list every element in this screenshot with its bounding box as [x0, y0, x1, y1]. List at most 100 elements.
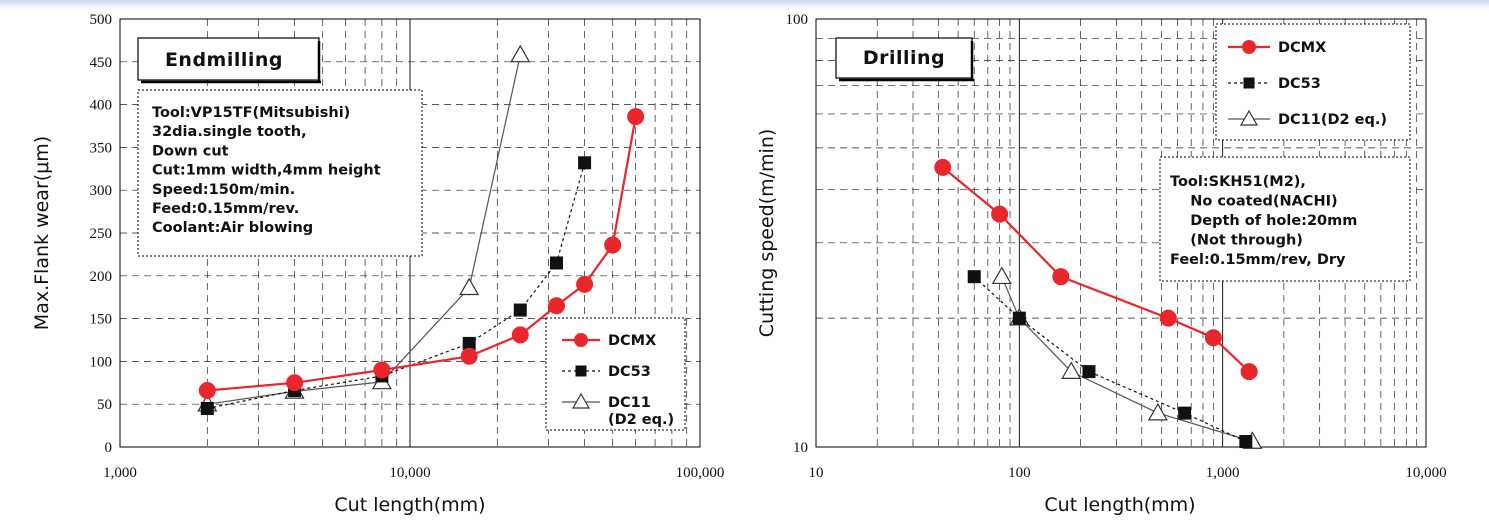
drilling-conditions-text: Tool:SKH51(M2), No coated(NACHI) Depth o…	[1170, 174, 1357, 268]
drilling-legend-entries: DCMX DC53 DC11(D2 eq.)	[1228, 40, 1387, 128]
drilling-data-point	[991, 205, 1009, 223]
endmilling-series	[197, 44, 645, 415]
endmilling-chart: 0 50 100 150 200 250 300 350 400 450 500 1,000 10,0…	[31, 12, 724, 516]
endmilling-data-point	[511, 326, 529, 344]
endmilling-y-ticks: 0 50 100 150 200 250 300 350 400 450 500	[90, 12, 113, 456]
endmilling-conditions-line: Speed:150m/min.	[152, 182, 295, 198]
endmilling-legend-label: DC11	[608, 395, 651, 411]
endmilling-legend-marker	[571, 392, 591, 409]
drilling-legend-label: DC11(D2 eq.)	[1278, 112, 1387, 128]
endmilling-data-point	[547, 297, 565, 315]
endmilling-y-tick-label: 350	[90, 140, 113, 156]
endmilling-y-axis-label: Max.Flank wear(μm)	[31, 136, 53, 330]
endmilling-x-tick-label: 1,000	[103, 465, 137, 481]
drilling-legend-marker	[1239, 109, 1259, 126]
drilling-conditions-line: Depth of hole:20mm	[1170, 213, 1357, 229]
endmilling-plot-frame	[119, 18, 701, 448]
endmilling-conditions-line: Feed:0.15mm/rev.	[152, 201, 299, 217]
endmilling-data-point	[200, 401, 214, 415]
endmilling-conditions-line: Cut:1mm width,4mm height	[152, 163, 381, 179]
endmilling-legend-marker	[574, 333, 588, 347]
endmilling-data-point	[549, 256, 563, 270]
drilling-title-box	[835, 37, 973, 79]
endmilling-chart-title: Endmilling	[165, 49, 283, 71]
endmilling-data-point	[373, 361, 391, 379]
drilling-series	[934, 158, 1263, 449]
drilling-data-point	[1239, 435, 1253, 449]
drilling-chart: 10 100 10 100 1,000 10,000 Cut length(mm) Cu…	[756, 12, 1447, 516]
drilling-conditions-box	[1159, 156, 1411, 282]
endmilling-y-tick-label: 200	[90, 269, 113, 285]
endmilling-legend-entries: DCMX DC53 DC11(D2 eq.)	[562, 333, 674, 428]
endmilling-conditions-box	[137, 89, 423, 257]
endmilling-y-tick-label: 0	[105, 440, 113, 456]
drilling-data-point	[1159, 309, 1177, 327]
endmilling-x-ticks: 1,000 10,000 100,000	[103, 465, 724, 481]
endmilling-data-point	[462, 336, 476, 350]
drilling-chart-title: Drilling	[863, 47, 945, 69]
endmilling-y-tick-label: 300	[90, 183, 113, 199]
drilling-data-point	[1082, 365, 1096, 379]
drilling-data-point	[1012, 311, 1026, 325]
endmilling-y-tick-label: 400	[90, 98, 113, 114]
drilling-legend-marker	[1243, 77, 1255, 89]
drilling-data-point	[967, 270, 981, 284]
endmilling-conditions-text: Tool:VP15TF(Mitsubishi) 32dia.single toot…	[152, 105, 381, 236]
drilling-legend-marker	[1242, 40, 1256, 54]
drilling-conditions-line: (Not through)	[1170, 233, 1303, 249]
endmilling-x-axis-label: Cut length(mm)	[334, 494, 485, 516]
endmilling-conditions-line: Coolant:Air blowing	[152, 220, 313, 236]
drilling-x-tick-label: 1,000	[1206, 465, 1240, 481]
endmilling-data-point	[198, 382, 216, 400]
drilling-data-point	[991, 266, 1012, 285]
endmilling-y-tick-label: 500	[90, 12, 113, 28]
drilling-data-point	[934, 158, 952, 176]
drilling-plot-frame	[815, 18, 1427, 448]
endmilling-legend-label: DC53	[608, 364, 651, 380]
endmilling-data-point	[576, 275, 594, 293]
drilling-data-point	[1240, 363, 1258, 381]
drilling-y-tick-label: 10	[793, 440, 808, 456]
endmilling-legend-label: (D2 eq.)	[608, 412, 674, 428]
drilling-y-ticks: 10 100	[786, 12, 809, 456]
drilling-y-tick-label: 100	[786, 12, 809, 28]
drilling-data-point	[1052, 268, 1070, 286]
endmilling-data-point	[604, 236, 622, 254]
drilling-x-tick-label: 10,000	[1405, 465, 1446, 481]
endmilling-x-tick-label: 100,000	[676, 465, 725, 481]
drilling-data-point	[1178, 406, 1192, 420]
endmilling-y-tick-label: 100	[90, 354, 113, 370]
drilling-legend-label: DC53	[1278, 76, 1321, 92]
drilling-x-tick-label: 100	[1008, 465, 1031, 481]
endmilling-data-point	[286, 374, 304, 392]
drilling-x-axis-label: Cut length(mm)	[1044, 494, 1195, 516]
endmilling-y-tick-label: 50	[97, 397, 112, 413]
drilling-conditions-line: Tool:SKH51(M2),	[1170, 174, 1306, 190]
endmilling-data-point	[459, 277, 480, 296]
drilling-data-point	[1204, 329, 1222, 347]
endmilling-data-point	[513, 303, 527, 317]
endmilling-data-point	[578, 156, 592, 170]
endmilling-y-tick-label: 250	[90, 226, 113, 242]
endmilling-conditions-line: 32dia.single tooth,	[152, 124, 307, 140]
endmilling-x-tick-label: 10,000	[389, 465, 430, 481]
endmilling-y-tick-label: 150	[90, 312, 113, 328]
drilling-data-point	[1061, 361, 1082, 379]
endmilling-legend-label: DCMX	[608, 333, 656, 349]
drilling-series-line-square	[973, 276, 1247, 443]
endmilling-title-box	[137, 37, 320, 81]
drilling-data-point	[1147, 402, 1168, 421]
endmilling-conditions-line: Tool:VP15TF(Mitsubishi)	[152, 105, 350, 121]
header-band	[0, 0, 1489, 10]
endmilling-data-point	[510, 44, 531, 63]
endmilling-conditions-line: Down cut	[152, 143, 229, 159]
endmilling-data-point	[460, 347, 478, 365]
drilling-y-axis-label: Cutting speed(m/min)	[756, 129, 778, 338]
drilling-conditions-line: Feel:0.15mm/rev, Dry	[1170, 252, 1346, 268]
drilling-conditions-line: No coated(NACHI)	[1170, 194, 1338, 210]
drilling-x-ticks: 10 100 1,000 10,000	[809, 465, 1447, 481]
endmilling-y-tick-label: 450	[90, 55, 113, 71]
endmilling-legend-marker	[575, 365, 587, 377]
endmilling-data-point	[627, 108, 645, 126]
